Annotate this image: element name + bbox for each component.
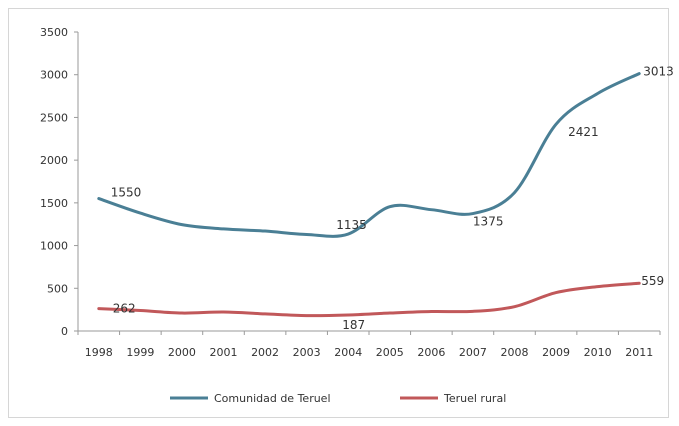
legend-label: Teruel rural: [443, 392, 506, 405]
data-label: 559: [641, 274, 664, 288]
y-tick-label: 3000: [40, 69, 68, 82]
data-labels: 1550 1135 1375 2421 3013 262 187 559: [111, 65, 674, 332]
chart-axes: [77, 32, 660, 332]
series-line-0: [97, 72, 641, 238]
x-tick-label: 2007: [459, 346, 487, 359]
series-line-1: [97, 281, 641, 318]
x-tick-label: 2001: [210, 346, 238, 359]
chart-legend: Comunidad de Teruel Teruel rural: [170, 392, 506, 405]
data-label: 3013: [643, 65, 674, 79]
data-label: 2421: [568, 125, 599, 139]
x-tick-label: 2000: [168, 346, 196, 359]
x-tick-label: 1998: [85, 346, 113, 359]
data-label: 1550: [111, 186, 142, 200]
y-tick-label: 2500: [40, 111, 68, 124]
x-tick-label: 2008: [501, 346, 529, 359]
x-tick-label: 2005: [376, 346, 404, 359]
x-tick-label: 2006: [417, 346, 445, 359]
chart-lines: [97, 72, 641, 318]
x-tick-label: 2003: [293, 346, 321, 359]
y-tick-label: 1500: [40, 197, 68, 210]
x-axis-ticks: 1998 1999 2000 2001 2002 2003 2004 2005 2006 2007…: [77, 331, 661, 359]
data-label: 1375: [473, 215, 504, 229]
y-axis-ticks: 3500 3000 2500 2000 1500 1000 500 0: [40, 26, 78, 338]
x-tick-label: 2002: [251, 346, 279, 359]
y-tick-label: 500: [47, 282, 68, 295]
x-tick-label: 2004: [334, 346, 362, 359]
y-tick-label: 0: [61, 325, 68, 338]
data-label: 262: [113, 302, 136, 316]
x-tick-label: 2011: [625, 346, 653, 359]
y-tick-label: 2000: [40, 154, 68, 167]
legend-label: Comunidad de Teruel: [214, 392, 331, 405]
y-tick-label: 3500: [40, 26, 68, 39]
x-tick-label: 2009: [542, 346, 570, 359]
x-tick-label: 2010: [584, 346, 612, 359]
data-label: 1135: [336, 218, 367, 232]
x-tick-label: 1999: [126, 346, 154, 359]
chart-frame: [8, 8, 669, 418]
y-tick-label: 1000: [40, 240, 68, 253]
data-label: 187: [342, 318, 365, 332]
